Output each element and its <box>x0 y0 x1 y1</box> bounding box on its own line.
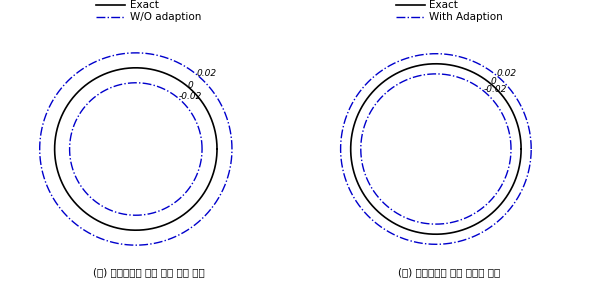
Text: 0.02: 0.02 <box>496 69 517 78</box>
Text: (나) 적응격자계 기법 적용한 경우: (나) 적응격자계 기법 적용한 경우 <box>398 267 501 277</box>
Text: (가) 적응격자계 기법 적용 안한 경우: (가) 적응격자계 기법 적용 안한 경우 <box>93 267 205 277</box>
Text: -0.02: -0.02 <box>178 92 202 101</box>
Text: -0.02: -0.02 <box>484 85 507 94</box>
Legend: Exact, W/O adaption: Exact, W/O adaption <box>96 0 201 22</box>
Legend: Exact, With Adaption: Exact, With Adaption <box>396 0 503 22</box>
Text: 0.02: 0.02 <box>197 69 217 78</box>
Text: 0: 0 <box>188 80 193 89</box>
Text: 0: 0 <box>490 77 496 86</box>
